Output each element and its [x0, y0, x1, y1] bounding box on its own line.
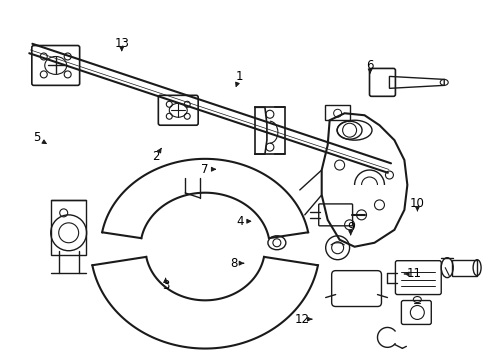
Text: 1: 1	[235, 70, 243, 83]
Text: 8: 8	[230, 257, 237, 270]
Bar	[451, 260, 476, 276]
Text: 4: 4	[235, 215, 243, 228]
Text: 13: 13	[114, 36, 129, 50]
Text: 5: 5	[33, 131, 40, 144]
Text: 2: 2	[152, 150, 159, 163]
Text: 3: 3	[162, 279, 169, 292]
Bar	[51, 200, 85, 255]
Text: 12: 12	[294, 312, 309, 326]
Text: 10: 10	[409, 197, 424, 210]
Text: 6: 6	[366, 59, 373, 72]
Bar	[324, 105, 349, 120]
Text: 7: 7	[201, 163, 208, 176]
Text: 9: 9	[346, 221, 354, 234]
Text: 11: 11	[406, 267, 421, 280]
